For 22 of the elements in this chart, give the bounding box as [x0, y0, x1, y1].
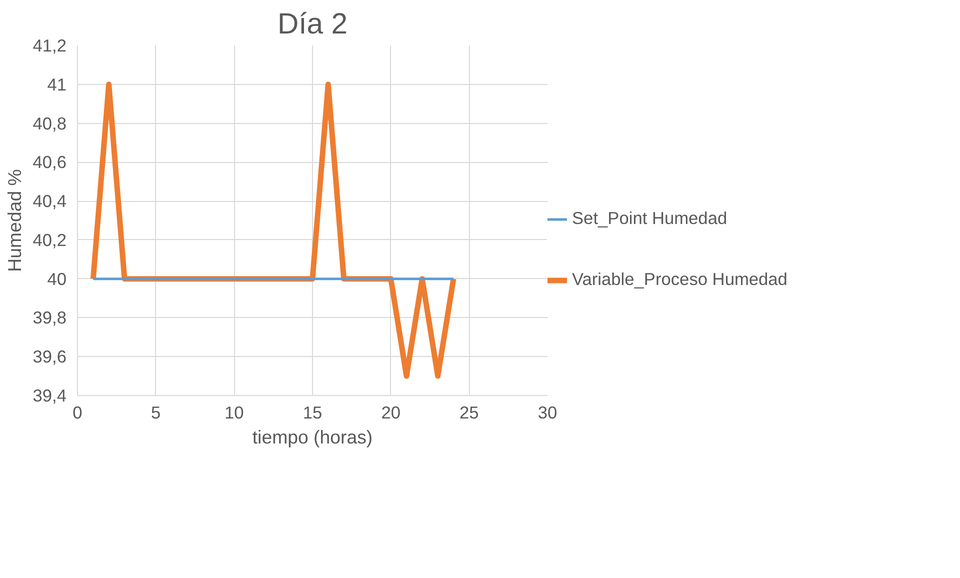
x-tick-label: 10	[224, 402, 244, 422]
legend-label: Set_Point Humedad	[572, 208, 728, 229]
x-tick-label: 15	[302, 402, 322, 422]
x-tick-label: 20	[381, 402, 400, 422]
x-axis-title: tiempo (horas)	[252, 426, 373, 448]
y-tick-label: 40,4	[32, 191, 67, 212]
y-tick-label: 40	[47, 268, 67, 289]
x-tick-label: 30	[538, 402, 558, 422]
legend-label: Variable_Proceso Humedad	[572, 269, 788, 290]
y-tick-label: 39,6	[32, 346, 67, 367]
y-tick-label: 41,2	[32, 36, 67, 56]
x-tick-label: 0	[72, 402, 82, 422]
y-tick-label: 40,2	[32, 230, 67, 250]
y-tick-label: 39,4	[32, 386, 67, 406]
x-tick-label: 5	[151, 402, 161, 422]
x-tick-label: 25	[460, 402, 479, 422]
y-tick-label: 41	[47, 74, 67, 94]
y-axis-title: Humedad %	[4, 169, 25, 272]
y-tick-label: 40,8	[32, 113, 67, 134]
y-tick-label: 40,6	[32, 152, 67, 172]
y-tick-label: 39,8	[32, 308, 67, 328]
chart-title: Día 2	[277, 8, 348, 40]
